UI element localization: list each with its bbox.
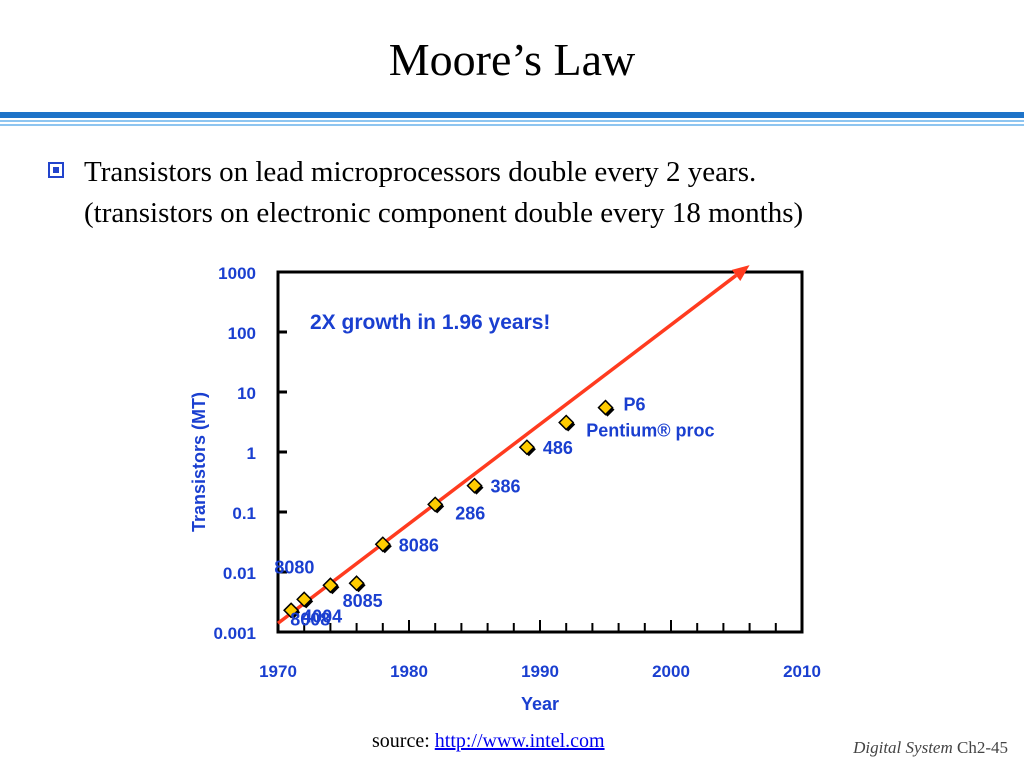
slide-title: Moore’s Law — [388, 34, 636, 85]
x-axis: 1970 1980 1990 2000 2010 — [259, 620, 821, 681]
data-point — [427, 496, 444, 513]
data-point — [374, 536, 391, 553]
x-tick-label: 2000 — [652, 662, 690, 681]
y-tick-label: 1 — [247, 444, 256, 463]
x-tick-label: 1970 — [259, 662, 297, 681]
data-point-label: 8086 — [399, 535, 439, 555]
data-point-label: Pentium® proc — [586, 421, 714, 441]
y-tick-label: 10 — [237, 384, 256, 403]
bullet-line-1: Transistors on lead microprocessors doub… — [84, 156, 757, 188]
title-rule-thick — [0, 112, 1024, 118]
bullet-text: Transistors on lead microprocessors doub… — [84, 152, 984, 234]
x-tick-label: 1990 — [521, 662, 559, 681]
footer-course: Digital System — [853, 738, 953, 757]
y-axis-label: Transistors (MT) — [189, 392, 209, 532]
data-point — [283, 602, 300, 619]
trend-arrowhead — [731, 265, 750, 282]
data-point — [466, 477, 483, 494]
trend-layer — [276, 265, 750, 625]
data-point-label: 8008 — [290, 609, 330, 629]
source-label: source: — [372, 730, 430, 752]
x-tick-label: 1980 — [390, 662, 428, 681]
data-point — [558, 414, 575, 431]
points-layer — [283, 399, 615, 620]
y-tick-label: 100 — [228, 324, 256, 343]
data-point-label: 8085 — [343, 591, 383, 611]
footer-page: Ch2-45 — [957, 738, 1008, 757]
data-point-label: 386 — [491, 477, 521, 497]
data-point — [597, 399, 614, 416]
data-point — [322, 577, 339, 594]
y-tick-label: 0.1 — [232, 504, 256, 523]
source-line: source: http://www.intel.com — [372, 730, 605, 753]
y-tick-label: 0.01 — [223, 564, 256, 583]
y-tick-label: 1000 — [218, 264, 256, 283]
x-tick-label: 2010 — [783, 662, 821, 681]
title-rule-thin-2 — [0, 124, 1024, 126]
bullet-icon — [48, 162, 64, 178]
x-axis-label: Year — [521, 694, 559, 714]
data-point — [348, 575, 365, 592]
data-point-label: 486 — [543, 438, 573, 458]
bullet-line-2: (transistors on electronic component dou… — [84, 197, 804, 229]
growth-annotation: 2X growth in 1.96 years! — [310, 311, 550, 334]
data-point-label: 8080 — [274, 557, 314, 577]
data-point-label: P6 — [624, 395, 646, 415]
title-rule-thin — [0, 120, 1024, 122]
data-point-label: 286 — [455, 503, 485, 523]
y-tick-label: 0.001 — [213, 624, 256, 643]
data-point — [296, 591, 313, 608]
trend-line — [276, 274, 738, 625]
source-link[interactable]: http://www.intel.com — [434, 730, 605, 752]
slide-footer: Digital System Ch2-45 — [853, 738, 1008, 758]
data-point — [518, 439, 535, 456]
y-axis: 0.001 0.01 0.1 1 10 100 1000 — [213, 264, 287, 643]
data-point-label: 4004 — [302, 606, 342, 626]
